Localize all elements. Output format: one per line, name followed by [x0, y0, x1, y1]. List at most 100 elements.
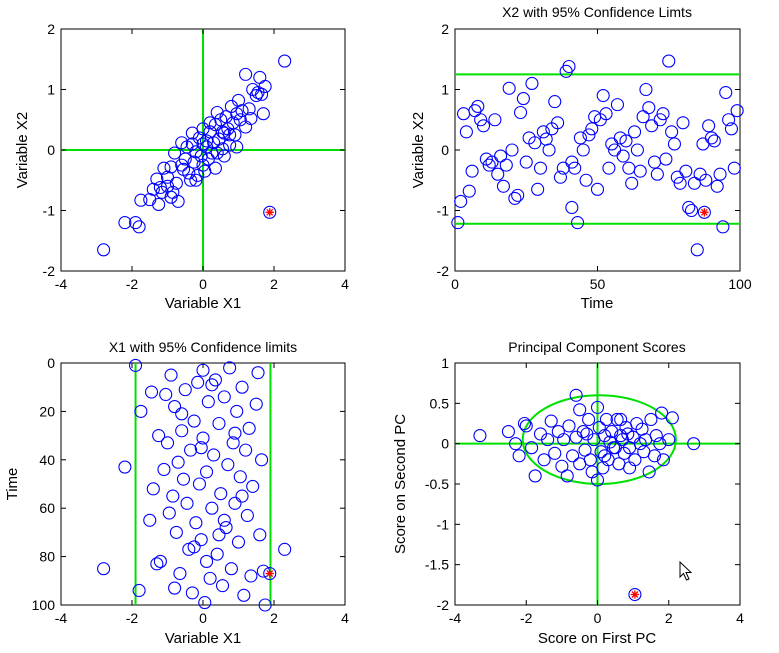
data-point — [605, 425, 619, 439]
data-point — [134, 193, 148, 207]
data-point — [97, 562, 111, 576]
data-point — [256, 107, 270, 121]
y-axis-label: Time — [4, 468, 21, 501]
data-point — [129, 216, 143, 230]
y-tick-label: -1 — [437, 516, 450, 532]
data-point — [166, 489, 180, 503]
data-point — [560, 469, 574, 483]
x-tick-label: 4 — [341, 276, 349, 292]
data-point — [217, 390, 231, 404]
subplot-pc-scores: Principal Component Scores -4 -2 0 2 410.50-… — [392, 339, 744, 647]
data-point — [168, 400, 182, 414]
data-point — [687, 437, 701, 451]
data-point — [157, 161, 171, 175]
data-point — [258, 79, 272, 94]
data-point — [185, 586, 199, 600]
data-point — [168, 146, 182, 160]
x-tick-label: 4 — [736, 610, 744, 626]
data-point — [485, 155, 499, 169]
x-axis-label: Score on First PC — [538, 630, 657, 647]
data-point — [644, 412, 658, 427]
data-point — [196, 431, 210, 445]
data-point — [659, 152, 673, 166]
data-point — [150, 172, 164, 186]
outlier-star — [700, 208, 709, 217]
chart-title: X2 with 95% Confidence Limts — [502, 4, 692, 20]
data-point — [533, 161, 548, 175]
data-point — [519, 419, 533, 433]
outlier-point — [263, 566, 277, 581]
data-point — [246, 479, 260, 493]
data-point — [573, 403, 587, 417]
data-point — [499, 158, 513, 172]
data-point — [200, 465, 214, 479]
data-point — [223, 128, 237, 142]
data-point — [210, 146, 224, 160]
data-point — [235, 380, 249, 394]
data-point — [134, 404, 148, 418]
data-point — [164, 368, 178, 382]
y-axis-label: Variable X2 — [14, 112, 31, 188]
data-point — [512, 449, 526, 463]
outlier-star — [265, 569, 274, 578]
data-point — [231, 535, 246, 549]
data-point — [568, 161, 582, 175]
y-tick-label: 0 — [441, 142, 449, 158]
x-tick-label: 2 — [665, 610, 673, 626]
y-tick-label: 100 — [32, 597, 56, 613]
data-point — [189, 173, 203, 187]
data-point — [639, 82, 653, 97]
x-tick-label: 100 — [728, 276, 752, 292]
data-point — [159, 387, 173, 402]
data-point — [129, 358, 143, 372]
data-point — [482, 158, 496, 172]
outlier-point — [628, 587, 642, 602]
data-point — [704, 131, 719, 145]
data-point — [278, 542, 292, 556]
y-tick-label: 1 — [441, 355, 449, 371]
data-point — [513, 105, 528, 120]
data-point — [230, 140, 244, 154]
data-point — [176, 472, 191, 486]
data-point — [610, 412, 624, 427]
outlier-star — [630, 590, 640, 599]
data-point — [517, 416, 532, 431]
y-tick-label: 40 — [39, 452, 55, 468]
data-point — [642, 101, 656, 115]
y-tick-label: -0.5 — [425, 476, 449, 492]
data-point — [707, 134, 721, 148]
data-point — [566, 449, 580, 463]
data-point — [203, 116, 217, 130]
data-point — [212, 528, 226, 542]
data-point — [144, 385, 159, 399]
data-point — [582, 412, 596, 427]
data-point — [614, 412, 628, 427]
data-point — [662, 54, 676, 68]
data-point — [228, 426, 242, 440]
data-point — [722, 113, 736, 127]
data-point — [203, 571, 217, 585]
data-point — [649, 429, 663, 443]
data-point — [189, 516, 203, 530]
data-point — [175, 424, 189, 438]
data-point — [239, 443, 253, 457]
data-point — [616, 149, 630, 163]
data-point — [164, 160, 178, 174]
data-point — [153, 554, 167, 568]
subplot-x1-time: X1 with 95% Confidence limits -4 -2 0 2 4020… — [4, 339, 349, 647]
data-point — [217, 126, 231, 140]
data-point — [215, 125, 230, 139]
x-tick-label: 2 — [270, 276, 278, 292]
data-point — [217, 149, 231, 163]
data-point — [665, 411, 679, 425]
data-point — [544, 414, 558, 428]
data-point — [537, 453, 551, 467]
x-tick-label: -2 — [126, 610, 139, 626]
chart-title: Principal Component Scores — [508, 339, 685, 355]
data-point — [656, 453, 670, 467]
y-axis-label: Variable X2 — [410, 112, 427, 188]
data-point — [653, 437, 667, 451]
data-point — [562, 59, 576, 74]
data-point — [727, 161, 741, 175]
data-point — [665, 125, 679, 139]
